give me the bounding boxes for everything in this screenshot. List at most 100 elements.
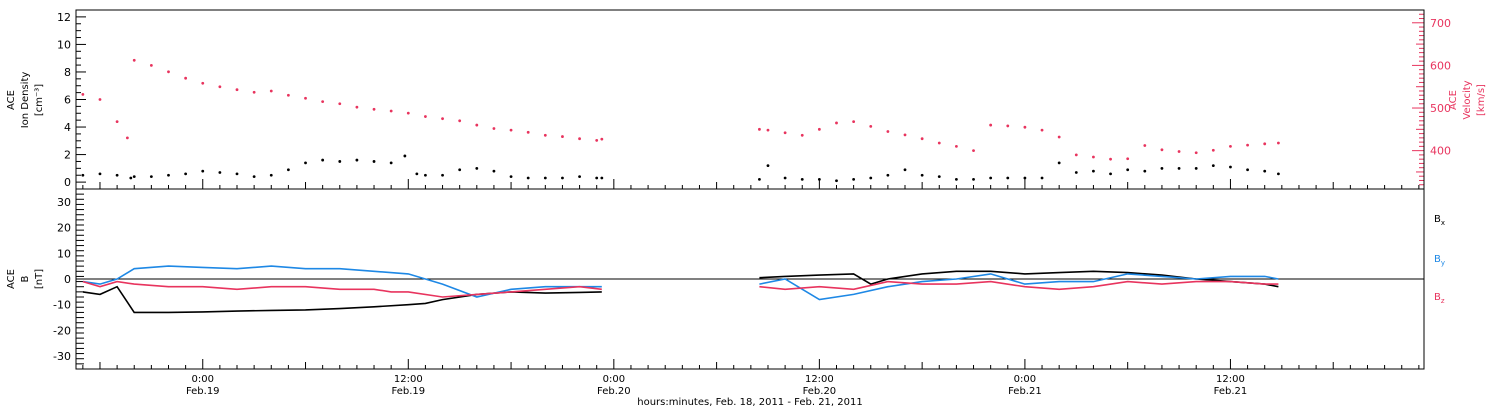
density-point	[526, 176, 530, 180]
velocity-point	[1263, 142, 1267, 146]
top-panel-frame	[75, 9, 1425, 190]
density-point	[286, 168, 290, 172]
x-axis-title: hours:minutes, Feb. 18, 2011 - Feb. 21, …	[637, 397, 862, 408]
density-point	[1229, 165, 1232, 169]
velocity-point	[1109, 157, 1112, 161]
time-tick-label: 12:00	[805, 374, 834, 385]
density-point	[886, 173, 890, 177]
density-tick-label: 12	[57, 11, 71, 24]
velocity-point	[758, 127, 761, 131]
density-point	[184, 172, 188, 176]
density-point	[1074, 171, 1078, 174]
velocity-point	[355, 105, 359, 109]
density-point	[269, 173, 273, 177]
density-tick-label: 10	[57, 38, 71, 51]
density-tick-label: 4	[64, 121, 71, 134]
legend-bz: Bz	[1434, 292, 1445, 305]
velocity-point	[125, 136, 129, 140]
bz-series-line	[759, 280, 1279, 291]
bz-series-line	[82, 280, 602, 298]
bfield-tick-label: -20	[53, 324, 71, 337]
density-point	[903, 168, 907, 172]
velocity-point	[1074, 153, 1078, 157]
date-tick-label: Feb.20	[597, 386, 631, 397]
density-point	[1109, 172, 1112, 176]
date-tick-label: Feb.19	[186, 386, 220, 397]
density-point	[937, 175, 941, 179]
velocity-point	[218, 85, 222, 89]
density-point	[149, 175, 153, 179]
velocity-point	[492, 127, 496, 130]
density-point	[972, 177, 975, 181]
density-point	[424, 173, 427, 177]
density-point	[252, 175, 256, 179]
velocity-point	[406, 111, 410, 115]
velocity-point	[766, 128, 770, 132]
velocity-point	[235, 88, 239, 92]
velocity-point	[441, 117, 444, 121]
velocity-tick-label: 700	[1430, 17, 1451, 30]
velocity-point	[458, 119, 462, 123]
velocity-point	[1092, 155, 1095, 159]
time-tick-label: 0:00	[603, 374, 625, 385]
time-tick-label: 12:00	[394, 374, 423, 385]
time-tick-label: 0:00	[192, 374, 214, 385]
density-point	[355, 158, 359, 162]
legend-bx-subscript: x	[1441, 219, 1445, 227]
density-tick-label: 8	[64, 66, 71, 79]
density-point	[1246, 168, 1249, 172]
density-point	[415, 172, 419, 176]
velocity-point	[184, 76, 188, 80]
density-point	[1040, 176, 1044, 180]
density-point	[758, 177, 761, 181]
velocity-point	[424, 115, 427, 118]
velocity-point	[595, 139, 599, 142]
bfield-tick-label: -10	[53, 299, 71, 312]
velocity-point	[167, 70, 170, 74]
velocity-point	[286, 93, 290, 97]
density-point	[372, 160, 376, 163]
density-point	[441, 173, 444, 177]
velocity-point	[1194, 151, 1198, 155]
velocity-point	[543, 133, 547, 137]
density-point	[817, 177, 821, 181]
bottom-panel-frame	[75, 188, 1425, 370]
bfield-tick-label: -30	[53, 350, 71, 363]
density-axis-label-line2: Ion Density	[20, 72, 31, 129]
velocity-point	[475, 123, 479, 127]
density-point	[492, 169, 496, 173]
density-point	[321, 158, 325, 162]
density-point	[1211, 164, 1215, 167]
velocity-point	[1229, 144, 1232, 148]
velocity-point	[800, 133, 804, 137]
velocity-axis-label-line1: ACE	[1448, 90, 1459, 110]
density-point	[595, 176, 599, 180]
density-point	[218, 171, 222, 174]
density-point	[852, 177, 856, 181]
velocity-point	[252, 90, 256, 94]
velocity-point	[578, 137, 581, 141]
density-point	[389, 161, 393, 165]
density-point	[458, 168, 462, 172]
bfield-axis-label-line1: ACE	[6, 269, 17, 289]
velocity-point	[989, 123, 993, 127]
bfield-tick-label: 0	[64, 273, 71, 286]
velocity-point	[886, 130, 890, 133]
velocity-point	[321, 100, 325, 104]
bfield-tick-label: 10	[57, 247, 71, 260]
legend-by-subscript: y	[1441, 259, 1445, 267]
time-tick-label: 12:00	[1216, 374, 1245, 385]
bfield-axis-label-line2: B	[20, 275, 31, 282]
density-point	[561, 176, 564, 180]
velocity-point	[1057, 135, 1061, 139]
velocity-point	[817, 127, 821, 131]
density-point	[475, 166, 479, 170]
density-point	[1277, 172, 1280, 176]
velocity-point	[1006, 124, 1010, 128]
density-point	[920, 173, 924, 177]
density-point	[989, 176, 993, 180]
bx-series-line	[759, 270, 1279, 288]
density-point	[835, 179, 838, 183]
bfield-tick-label: 20	[57, 222, 71, 235]
